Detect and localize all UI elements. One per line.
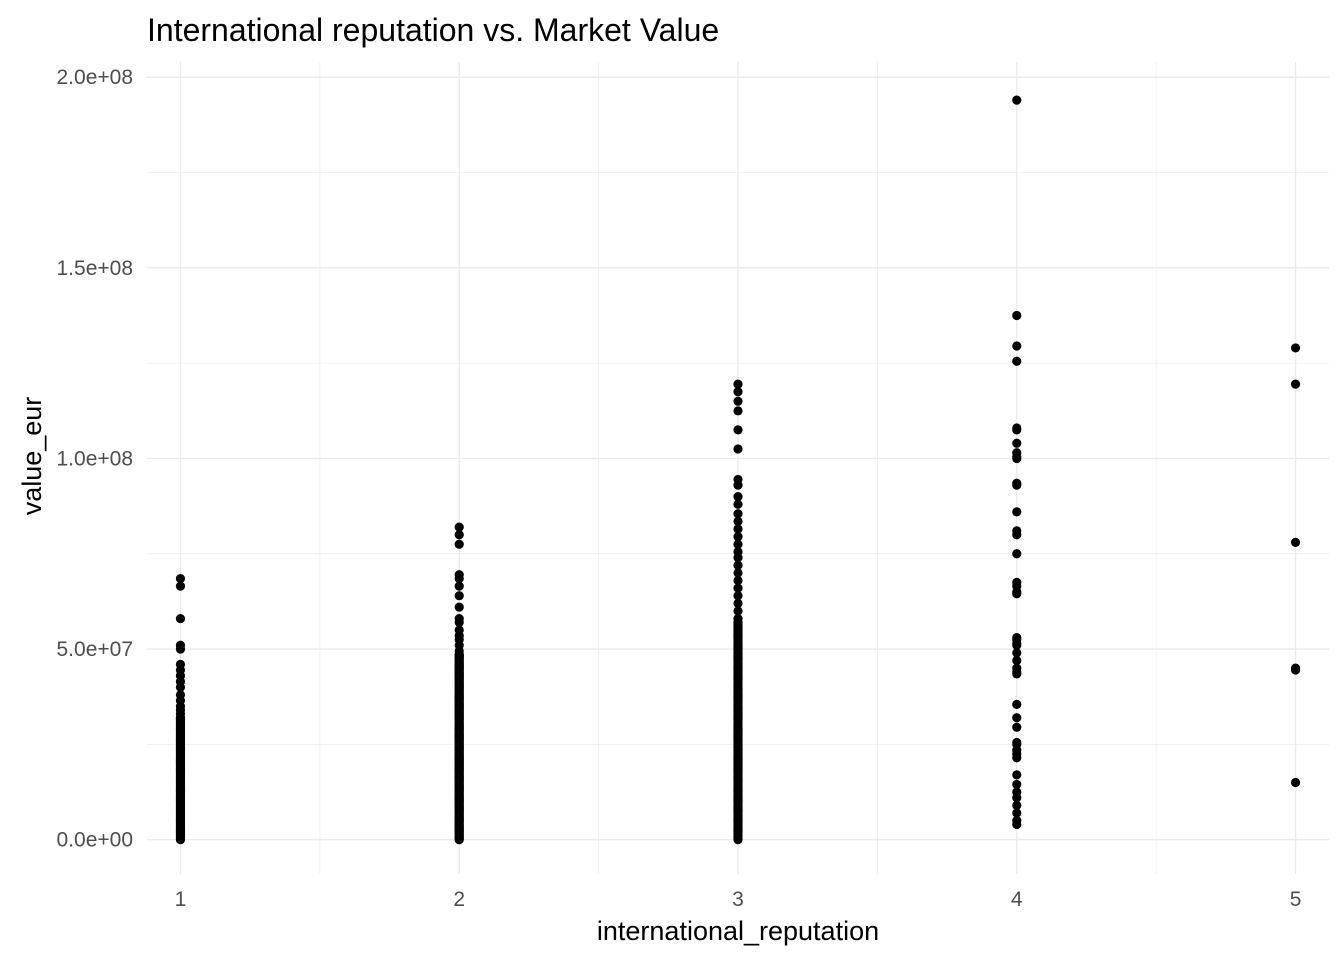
data-point [733, 444, 743, 454]
x-axis-ticks: 1 2 3 4 5 [175, 888, 1302, 911]
data-point [733, 532, 743, 542]
data-point [1290, 665, 1301, 675]
data-point [733, 516, 743, 526]
data-point [1012, 480, 1022, 490]
data-point [454, 530, 464, 540]
data-point [733, 539, 743, 549]
data-point [454, 573, 464, 584]
data-point [733, 617, 743, 627]
data-point [1012, 808, 1022, 818]
data-point [733, 524, 743, 534]
data-point [1290, 379, 1301, 389]
x-tick-label: 3 [732, 888, 744, 911]
data-point [1012, 356, 1022, 366]
data-point [454, 539, 464, 549]
data-point [733, 396, 743, 406]
data-point [733, 480, 743, 490]
y-tick-label: 1.5e+08 [57, 257, 134, 280]
data-point [454, 602, 464, 612]
y-tick-label: 0.0e+00 [57, 829, 134, 852]
data-point [733, 591, 743, 601]
data-point [1012, 453, 1022, 464]
data-point [1012, 589, 1022, 599]
chart-title: International reputation vs. Market Valu… [147, 12, 719, 48]
data-point [733, 491, 743, 502]
data-point [1012, 341, 1022, 351]
y-axis-ticks: 0.0e+00 5.0e+07 1.0e+08 1.5e+08 2.0e+08 [57, 66, 134, 851]
data-point [175, 682, 186, 692]
data-point [733, 598, 743, 608]
data-point [175, 613, 186, 624]
data-point [733, 606, 743, 616]
data-point [454, 581, 464, 591]
data-point [175, 581, 186, 591]
data-point [1290, 777, 1301, 788]
data-point [1012, 425, 1022, 435]
y-tick-label: 2.0e+08 [57, 66, 134, 89]
data-point [733, 406, 743, 416]
y-axis-label: value_eur [17, 397, 47, 516]
data-point [175, 713, 186, 723]
data-point [1012, 655, 1022, 666]
data-point [1290, 343, 1301, 353]
x-tick-label: 5 [1290, 888, 1302, 911]
data-point [454, 591, 464, 601]
data-point [1012, 793, 1022, 803]
data-point [1012, 438, 1022, 448]
data-points [175, 95, 1301, 845]
y-tick-label: 1.0e+08 [57, 447, 134, 470]
data-point [1012, 530, 1022, 540]
data-point [733, 560, 743, 570]
data-point [1012, 507, 1022, 517]
data-point [175, 573, 186, 584]
data-point [1012, 669, 1022, 679]
x-tick-label: 4 [1011, 888, 1023, 911]
data-point [733, 568, 743, 578]
data-point [733, 583, 743, 593]
data-point [1012, 722, 1022, 732]
data-point [1290, 537, 1301, 547]
data-point [175, 644, 186, 654]
data-point [733, 509, 743, 519]
x-axis-label: international_reputation [597, 916, 879, 946]
data-point [733, 552, 743, 563]
data-point [733, 575, 743, 586]
data-point [1012, 713, 1022, 723]
data-point [1012, 95, 1022, 105]
data-point [454, 650, 464, 660]
data-point [1012, 699, 1022, 709]
data-point [1012, 310, 1022, 321]
data-point [1012, 549, 1022, 559]
data-point [733, 387, 743, 397]
data-point [1012, 648, 1022, 658]
y-tick-label: 5.0e+07 [57, 638, 134, 661]
data-point [1012, 779, 1022, 790]
data-point [1012, 753, 1022, 763]
data-point [733, 379, 743, 389]
data-point [1012, 770, 1022, 780]
data-point [454, 522, 464, 532]
data-point [1012, 640, 1022, 650]
data-point [733, 425, 743, 435]
x-tick-label: 1 [175, 888, 187, 911]
data-point [1012, 800, 1022, 810]
x-tick-label: 2 [453, 888, 465, 911]
data-point [454, 617, 464, 627]
data-point [1012, 819, 1022, 830]
data-point [733, 499, 743, 509]
